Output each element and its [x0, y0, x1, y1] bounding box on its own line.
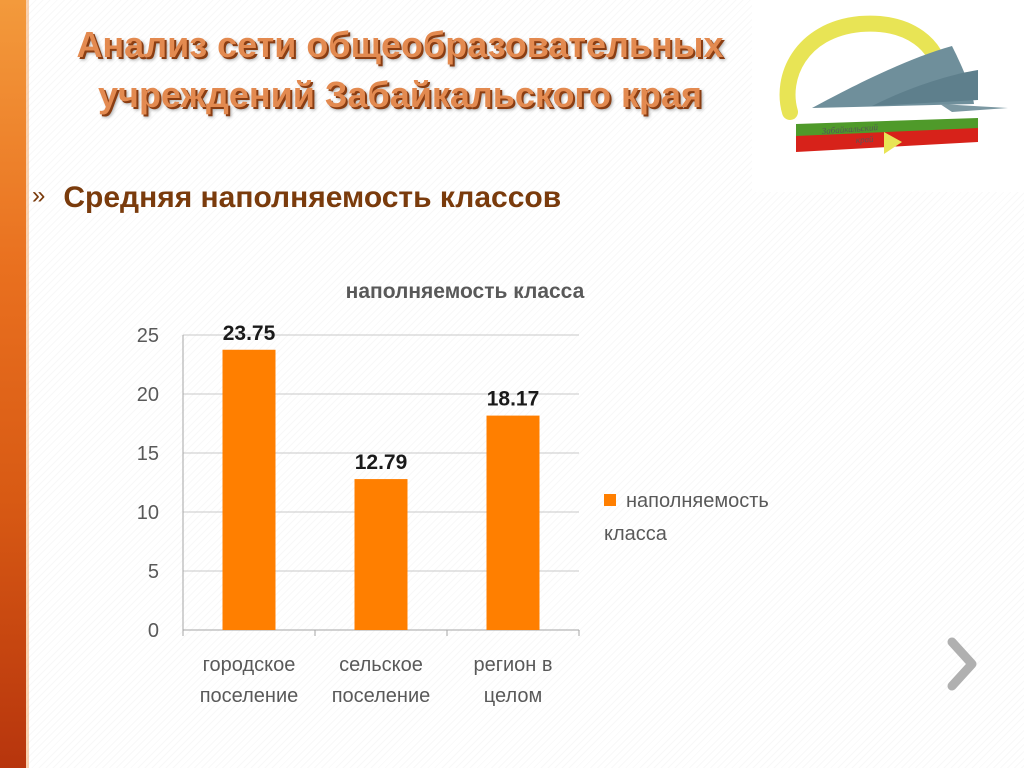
x-tick-label: целом [484, 685, 542, 707]
x-tick-label: поселение [332, 685, 431, 707]
chart-legend: наполняемость класса [604, 485, 824, 551]
data-label: 23.75 [223, 322, 276, 345]
chevron-right-icon [947, 637, 977, 691]
logo-text-line1: Забайкальский [821, 122, 878, 136]
subtitle-text: Средняя наполняемость классов [63, 181, 562, 214]
x-tick-label: регион в [473, 654, 552, 676]
x-tick-label: городское [203, 654, 296, 676]
slide-title: Анализ сети общеобразовательных учрежден… [76, 24, 724, 115]
y-tick-label: 15 [137, 443, 159, 465]
data-label: 12.79 [355, 451, 408, 474]
next-slide-button[interactable] [940, 632, 984, 696]
y-tick-label: 20 [137, 384, 159, 406]
bar [222, 349, 276, 630]
region-logo: Забайкальский край [752, 0, 1024, 192]
bar [486, 415, 540, 630]
slide-subtitle: » Средняя наполняемость классов [32, 176, 561, 222]
bar [354, 479, 408, 630]
logo-text-line2: край [855, 134, 874, 145]
y-tick-label: 10 [137, 502, 159, 524]
y-tick-label: 25 [137, 325, 159, 347]
y-tick-label: 0 [148, 620, 159, 642]
y-tick-label: 5 [148, 561, 159, 583]
x-tick-label: сельское [339, 654, 423, 676]
bar-chart: 0 5 10 15 20 25 23.75 городское поселение 12.79 се… [137, 322, 580, 707]
side-accent-bar [0, 0, 26, 768]
data-label: 18.17 [487, 388, 540, 411]
side-accent-edge [26, 0, 29, 768]
legend-swatch [604, 494, 616, 506]
bullet-marker: » [32, 182, 46, 209]
region-logo-graphic: Забайкальский край [779, 15, 1008, 154]
chart-title: наполняемость класса [345, 280, 585, 303]
x-tick-label: поселение [200, 685, 299, 707]
legend-label: наполняемость класса [604, 490, 769, 545]
